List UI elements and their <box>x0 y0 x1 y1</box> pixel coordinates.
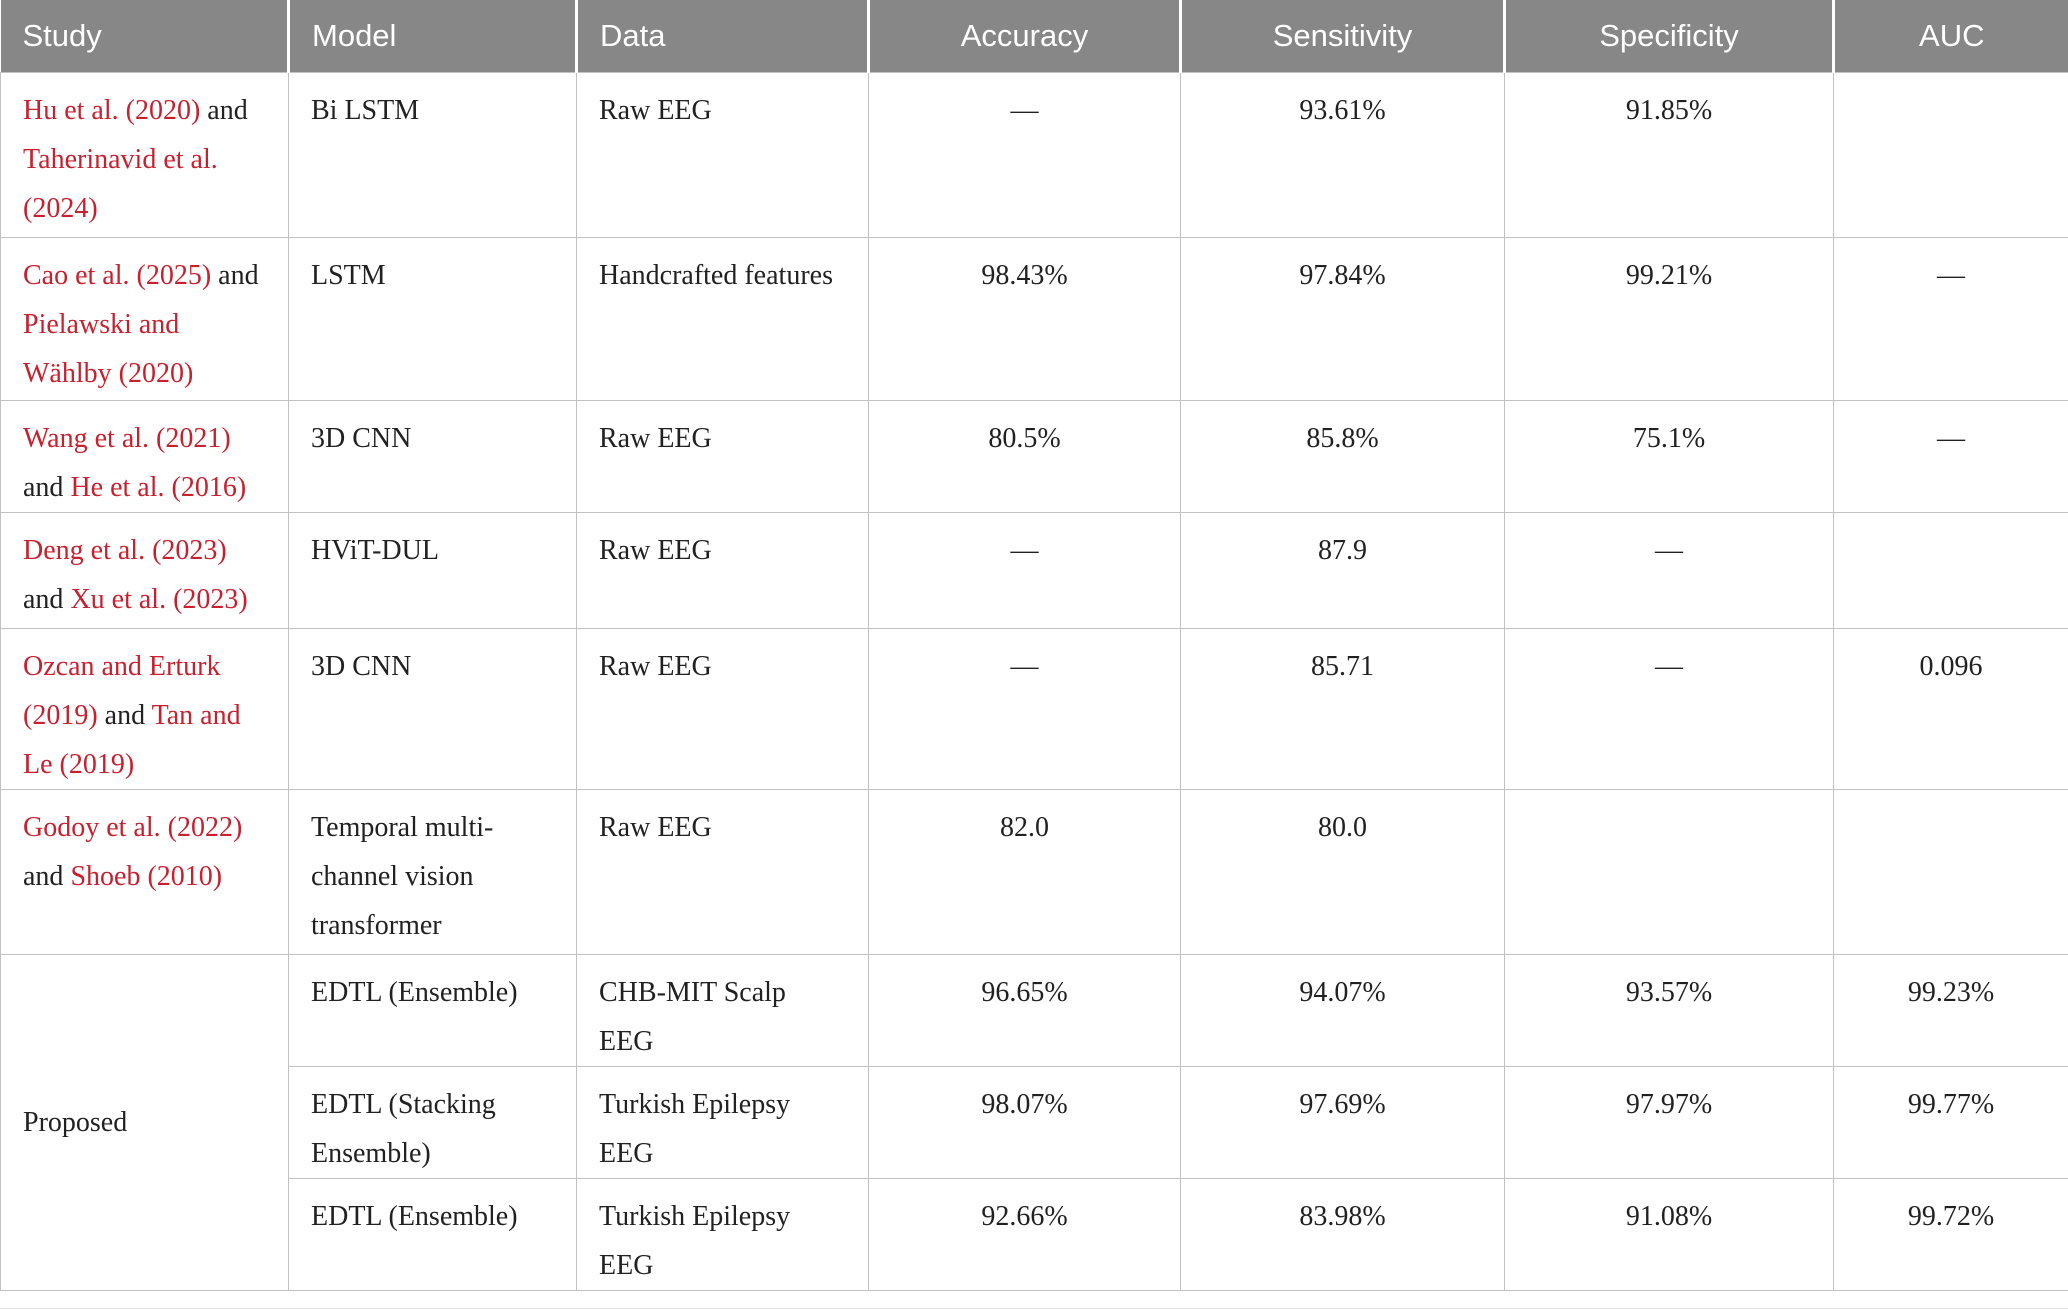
data-cell: Raw EEG <box>577 73 869 238</box>
sensitivity-cell: 93.61% <box>1181 73 1505 238</box>
column-header-sensitivity: Sensitivity <box>1181 0 1505 73</box>
header-row: Study Model Data Accuracy Sensitivity Sp… <box>1 0 2068 73</box>
model-cell: EDTL (Ensemble) <box>289 955 577 1067</box>
citation-link[interactable]: He et al. (2016) <box>70 472 246 503</box>
data-cell: Raw EEG <box>577 513 869 629</box>
model-cell: EDTL (Stacking Ensemble) <box>289 1067 577 1179</box>
citation-link[interactable]: Wang et al. (2021) <box>23 423 231 454</box>
sensitivity-cell: 94.07% <box>1181 955 1505 1067</box>
study-connector: and <box>23 584 70 615</box>
sensitivity-cell: 97.84% <box>1181 238 1505 401</box>
specificity-cell: 97.97% <box>1505 1067 1834 1179</box>
study-cell: Ozcan and Erturk (2019) and Tan and Le (… <box>1 629 289 790</box>
citation-link[interactable]: Taherinavid et al. (2024) <box>23 144 218 224</box>
accuracy-cell: — <box>869 513 1181 629</box>
table-row: Hu et al. (2020) and Taherinavid et al. … <box>1 73 2068 238</box>
table-row: Wang et al. (2021) and He et al. (2016) … <box>1 401 2068 513</box>
table-row: Godoy et al. (2022) and Shoeb (2010) Tem… <box>1 790 2068 955</box>
accuracy-cell: 80.5% <box>869 401 1181 513</box>
column-header-model: Model <box>289 0 577 73</box>
data-cell: Handcrafted features <box>577 238 869 401</box>
model-cell: 3D CNN <box>289 629 577 790</box>
citation-link[interactable]: Cao et al. (2025) <box>23 260 211 291</box>
accuracy-cell: 82.0 <box>869 790 1181 955</box>
sensitivity-cell: 83.98% <box>1181 1179 1505 1291</box>
accuracy-cell: 98.43% <box>869 238 1181 401</box>
model-cell: HViT-DUL <box>289 513 577 629</box>
specificity-cell: 91.85% <box>1505 73 1834 238</box>
specificity-cell <box>1505 790 1834 955</box>
study-connector: and <box>23 861 70 892</box>
model-cell: EDTL (Ensemble) <box>289 1179 577 1291</box>
auc-cell: 0.096 <box>1834 629 2068 790</box>
specificity-cell: 91.08% <box>1505 1179 1834 1291</box>
study-cell-proposed: Proposed <box>1 955 289 1291</box>
sensitivity-cell: 85.8% <box>1181 401 1505 513</box>
citation-link[interactable]: Pielawski and Wählby (2020) <box>23 309 193 389</box>
data-cell: Turkish Epilepsy EEG <box>577 1179 869 1291</box>
study-cell: Hu et al. (2020) and Taherinavid et al. … <box>1 73 289 238</box>
specificity-cell: 75.1% <box>1505 401 1834 513</box>
column-header-specificity: Specificity <box>1505 0 1834 73</box>
accuracy-cell: — <box>869 73 1181 238</box>
specificity-cell: 93.57% <box>1505 955 1834 1067</box>
study-cell: Cao et al. (2025) and Pielawski and Wähl… <box>1 238 289 401</box>
study-cell: Wang et al. (2021) and He et al. (2016) <box>1 401 289 513</box>
auc-cell: — <box>1834 401 2068 513</box>
column-header-study: Study <box>1 0 289 73</box>
accuracy-cell: 92.66% <box>869 1179 1181 1291</box>
specificity-cell: 99.21% <box>1505 238 1834 401</box>
auc-cell <box>1834 790 2068 955</box>
citation-link[interactable]: Shoeb (2010) <box>70 861 222 892</box>
auc-cell: 99.23% <box>1834 955 2068 1067</box>
data-cell: Raw EEG <box>577 629 869 790</box>
auc-cell: 99.72% <box>1834 1179 2068 1291</box>
study-cell: Deng et al. (2023) and Xu et al. (2023) <box>1 513 289 629</box>
data-cell: Raw EEG <box>577 401 869 513</box>
table-row-proposed: Proposed EDTL (Ensemble) CHB-MIT Scalp E… <box>1 955 2068 1067</box>
sensitivity-cell: 87.9 <box>1181 513 1505 629</box>
auc-cell <box>1834 73 2068 238</box>
accuracy-cell: 98.07% <box>869 1067 1181 1179</box>
citation-link[interactable]: Hu et al. (2020) <box>23 95 200 126</box>
data-cell: Turkish Epilepsy EEG <box>577 1067 869 1179</box>
sensitivity-cell: 80.0 <box>1181 790 1505 955</box>
sensitivity-cell: 85.71 <box>1181 629 1505 790</box>
citation-link[interactable]: Godoy et al. (2022) <box>23 812 242 843</box>
column-header-data: Data <box>577 0 869 73</box>
auc-cell: — <box>1834 238 2068 401</box>
study-connector: and <box>98 700 152 731</box>
study-connector: and <box>211 260 258 291</box>
auc-cell: 99.77% <box>1834 1067 2068 1179</box>
model-cell: 3D CNN <box>289 401 577 513</box>
model-cell: Temporal multi-channel vision transforme… <box>289 790 577 955</box>
table-row-proposed: EDTL (Ensemble) Turkish Epilepsy EEG 92.… <box>1 1179 2068 1291</box>
study-cell: Godoy et al. (2022) and Shoeb (2010) <box>1 790 289 955</box>
data-cell: Raw EEG <box>577 790 869 955</box>
accuracy-cell: — <box>869 629 1181 790</box>
accuracy-cell: 96.65% <box>869 955 1181 1067</box>
column-header-auc: AUC <box>1834 0 2068 73</box>
auc-cell <box>1834 513 2068 629</box>
data-cell: CHB-MIT Scalp EEG <box>577 955 869 1067</box>
specificity-cell: — <box>1505 513 1834 629</box>
citation-link[interactable]: Deng et al. (2023) <box>23 535 227 566</box>
study-connector: and <box>200 95 247 126</box>
table-row: Cao et al. (2025) and Pielawski and Wähl… <box>1 238 2068 401</box>
table-row: Deng et al. (2023) and Xu et al. (2023) … <box>1 513 2068 629</box>
specificity-cell: — <box>1505 629 1834 790</box>
table-row-proposed: EDTL (Stacking Ensemble) Turkish Epileps… <box>1 1067 2068 1179</box>
model-cell: LSTM <box>289 238 577 401</box>
column-header-accuracy: Accuracy <box>869 0 1181 73</box>
citation-link[interactable]: Xu et al. (2023) <box>70 584 247 615</box>
table-row: Ozcan and Erturk (2019) and Tan and Le (… <box>1 629 2068 790</box>
study-connector: and <box>23 472 70 503</box>
sensitivity-cell: 97.69% <box>1181 1067 1505 1179</box>
model-cell: Bi LSTM <box>289 73 577 238</box>
